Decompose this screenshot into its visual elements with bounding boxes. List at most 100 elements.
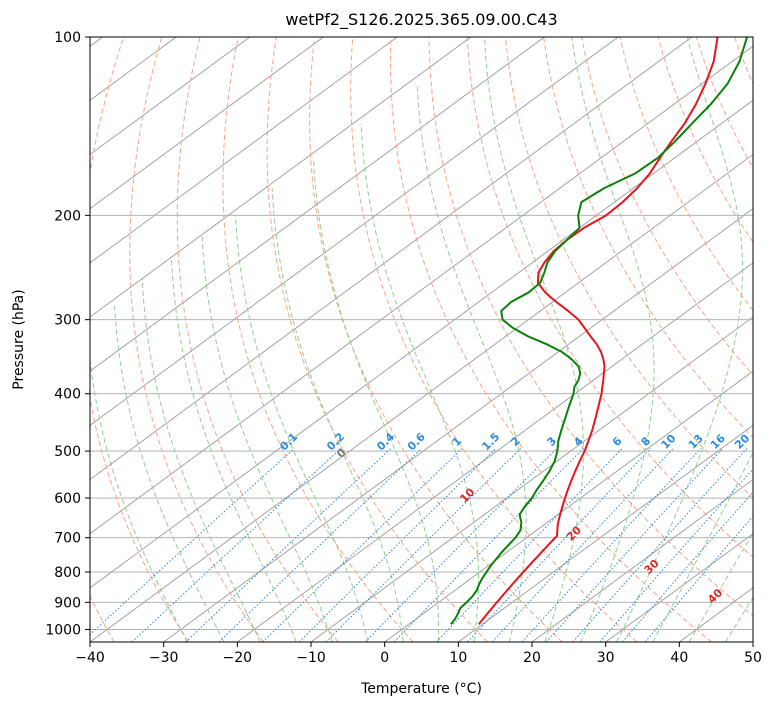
mixing-ratio-label: 10 [659,431,679,451]
dewpoint-profile-line [450,37,749,625]
dry-adiabat-line [129,37,264,642]
x-tick-label: 20 [523,650,541,666]
mixing-ratio-label: 0.2 [324,430,347,453]
dry-adiabat-line [428,37,753,617]
isotherm-line [90,37,619,426]
dry-adiabat-line [466,37,753,558]
x-tick-label: 0 [380,650,389,666]
moist-adiabat-label: 10 [457,485,477,505]
mixing-ratio-line [131,448,342,642]
mixing-ratio-line [262,448,463,642]
dry-adiabat-line [390,37,712,642]
isotherm-line [90,37,472,318]
moist-adiabat-line [90,354,188,642]
moist-adiabat-line [113,301,225,642]
moist-adiabat-line [416,83,527,642]
temperature-profile-line [478,37,719,625]
mixing-ratio-label: 16 [708,431,728,451]
dry-adiabat-line [504,37,753,499]
mixing-ratio-line [325,448,521,642]
moist-adiabat-line [360,123,480,642]
isotherm-line [752,641,753,642]
y-tick-label: 700 [54,531,81,547]
x-tick-label: −10 [296,650,326,666]
mixing-ratio-line [185,448,392,642]
dry-adiabat-line [0,35,10,642]
mixing-ratio-label: 1 [450,434,465,449]
dry-adiabat-line [176,37,339,642]
mixing-ratio-line [644,515,753,642]
mixing-ratio-line [90,448,295,636]
isotherm-line [90,37,545,372]
y-tick-label: 600 [54,491,81,507]
x-tick-label: −30 [149,650,179,666]
x-axis-label: Temperature (°C) [360,681,482,697]
profile-series [450,37,749,625]
x-tick-label: 40 [670,650,688,666]
mixing-ratio-label: 2 [508,434,523,449]
dry-adiabat-line [543,37,753,439]
mixing-ratio-label: 8 [639,434,654,449]
moist-adiabat-label: 20 [564,523,584,543]
dry-adiabat-line [90,37,190,642]
isotherm-line [310,316,753,642]
mixing-ratio-line [491,448,674,642]
isotherm-line [90,99,753,589]
y-axis-label: Pressure (hPa) [11,289,27,389]
isotherm-line [458,424,753,642]
y-tick-label: 300 [54,313,81,329]
plot-frame [89,36,754,643]
isotherm-line [237,262,753,642]
mixing-ratio-label: 0.1 [277,430,300,453]
y-tick-label: 200 [54,208,81,224]
moist-adiabat-line [484,37,584,642]
y-tick-label: 400 [54,387,81,403]
mixing-ratio-line [436,448,623,642]
isotherm-line [90,37,693,481]
y-tick-label: 100 [54,30,81,46]
x-tick-label: 50 [744,650,762,666]
axes: −40 −30 −20 −10 0 10 20 30 40 50 1000 900 800 700 600 5… [45,30,762,666]
moist-adiabat-line [616,37,743,642]
moist-adiabat-label: 40 [705,586,725,606]
moist-adiabat-line [271,188,404,642]
dry-adiabat-line [266,37,488,642]
isotherm-line [90,153,753,642]
dry-adiabat-line [350,37,638,642]
moist-adiabat-line [725,596,753,642]
moist-adiabat-line [141,277,261,642]
moist-adiabat-line [170,256,297,642]
dry-adiabat-line [695,37,753,169]
dry-adiabat-line [657,37,753,243]
moist-adiabat-line [312,157,440,642]
isotherm-line [163,208,753,642]
mixing-ratio-label: 6 [610,434,625,449]
mixing-ratio-line [298,448,497,642]
isotherm-line [679,587,753,642]
x-tick-label: −20 [223,650,253,666]
dry-adiabat-line [619,37,753,312]
isotherm-line [531,478,753,642]
x-tick-label: 30 [597,650,615,666]
isotherm-line [384,370,753,642]
moist-adiabat-line [688,532,753,642]
y-tick-label: 1000 [45,622,81,638]
y-tick-label: 500 [54,444,81,460]
isotherm-line [605,533,753,642]
dry-adiabat-line [222,37,414,642]
mixing-ratio-line [572,448,748,642]
mixing-ratio-line [467,448,652,642]
isotherm-line [90,45,753,535]
moist-adiabat-line [571,37,655,642]
mixing-ratio-label: 20 [732,431,752,451]
mixing-ratio-label: 0.4 [374,430,397,453]
moist-adiabat-line [652,451,753,642]
isotherm-line [90,37,398,264]
mixing-ratio-line [545,448,724,642]
mixing-ratio-line [393,448,584,642]
dry-adiabat-line [734,37,753,86]
mixing-ratio-line [218,448,422,642]
y-tick-label: 800 [54,565,81,581]
background-lines [0,35,753,642]
